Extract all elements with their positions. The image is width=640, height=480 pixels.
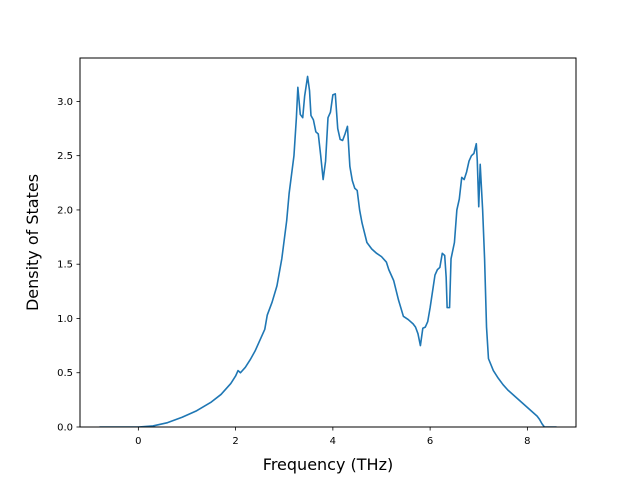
x-tick-label: 8: [524, 436, 530, 447]
y-tick-label: 1.5: [57, 260, 73, 271]
x-tick-label: 2: [232, 436, 238, 447]
y-tick-label: 3.0: [57, 97, 73, 108]
x-tick-label: 6: [427, 436, 433, 447]
y-tick-label: 2.0: [57, 205, 73, 216]
x-tick-label: 0: [135, 436, 141, 447]
y-axis-ticks: 0.0 0.5 1.0 1.5 2.0 2.5 3.0: [57, 97, 80, 434]
x-axis-ticks: 0 2 4 6 8: [135, 427, 531, 447]
plot-area: [99, 75, 557, 427]
y-tick-label: 0.0: [57, 423, 73, 434]
dos-series-line: [99, 75, 557, 427]
y-tick-label: 1.0: [57, 314, 73, 325]
y-tick-label: 2.5: [57, 151, 73, 162]
y-tick-label: 0.5: [57, 368, 73, 379]
x-axis-label: Frequency (THz): [263, 455, 393, 474]
y-axis-label: Density of States: [23, 174, 42, 311]
axes-frame: [79, 57, 577, 428]
x-tick-label: 4: [330, 436, 336, 447]
